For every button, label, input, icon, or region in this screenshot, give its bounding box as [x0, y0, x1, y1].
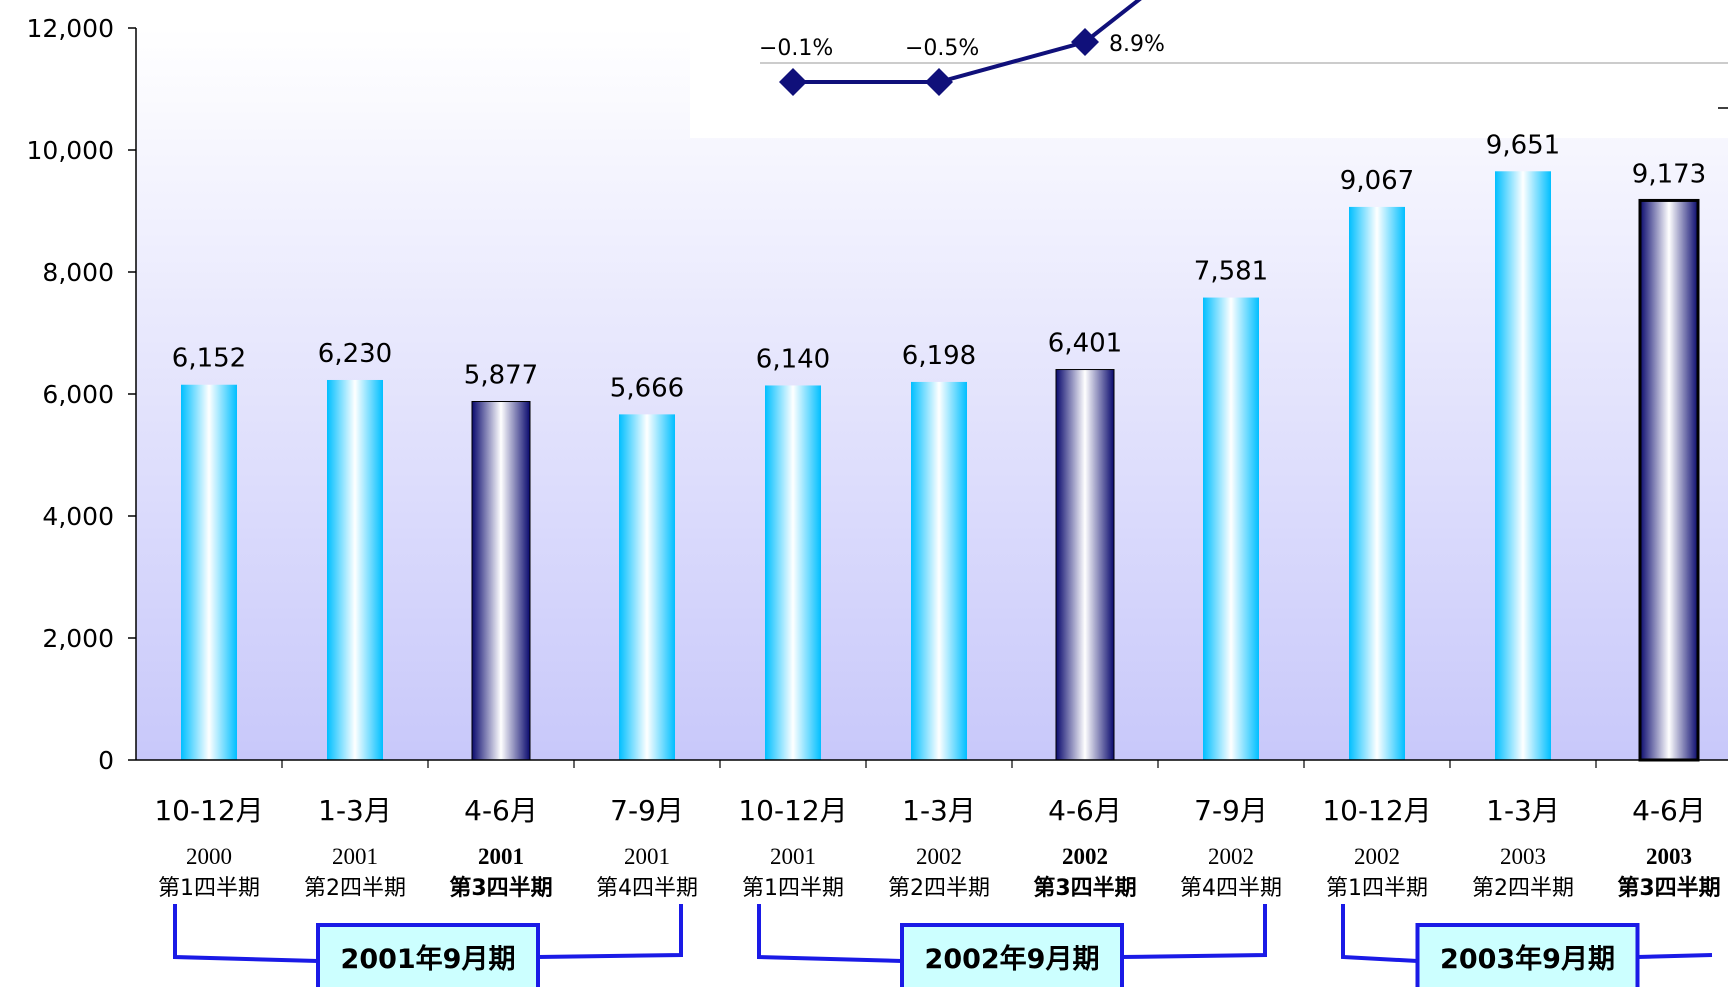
x-category-label: 10-12月	[154, 794, 263, 827]
y-tick-label: 8,000	[42, 258, 114, 287]
y-tick-label: 12,000	[27, 14, 114, 43]
y-tick-label: 2,000	[42, 624, 114, 653]
x-quarter-label: 第2四半期	[304, 876, 406, 901]
bar-value-label: 6,140	[756, 344, 830, 374]
bar	[1055, 369, 1115, 761]
bar	[1495, 171, 1551, 760]
x-year-label: 2001	[770, 844, 816, 869]
bar	[1349, 206, 1405, 761]
growth-value-label: −0.1%	[759, 36, 833, 61]
growth-value-label: −0.5%	[905, 36, 979, 61]
fiscal-period-brackets: 2001年9月期 2002年9月期 2003年9月期	[173, 904, 1713, 987]
bar-value-label: 9,067	[1340, 166, 1414, 196]
x-category-label: 10-12月	[1322, 794, 1431, 827]
y-tick-label: 10,000	[27, 136, 114, 165]
fiscal-bracket-line	[1341, 904, 1713, 963]
y-tick-label: 0	[98, 746, 114, 775]
x-quarter-label: 第1四半期	[158, 876, 260, 901]
fiscal-period-box	[900, 923, 1124, 987]
bar	[765, 385, 821, 760]
x-category-label: 7-9月	[610, 794, 684, 827]
fiscal-period-label: 2002年9月期	[925, 943, 1100, 975]
bar-value-label: 6,198	[902, 341, 976, 371]
growth-point	[925, 68, 953, 96]
x-category-label: 1-3月	[318, 794, 392, 827]
growth-point	[1071, 28, 1099, 56]
bar-value-label: 7,581	[1194, 257, 1268, 287]
bar-value-label: 6,152	[172, 344, 246, 374]
growth-line-group: −0.1% −0.5% 8.9%	[759, 0, 1728, 109]
x-category-label: 4-6月	[464, 794, 538, 827]
x-axis-categories: 10-12月 2000 第1四半期 1-3月 2001 第2四半期 4-6月 2001 第3四半…	[154, 794, 1720, 901]
bar-value-label: 6,230	[318, 339, 392, 369]
x-year-label: 2002	[916, 844, 962, 869]
x-category-label: 1-3月	[1486, 794, 1560, 827]
bars-group: 6,152 6,230 5,877 5,666 6,140 6,198 6,401 7,581…	[172, 130, 1706, 762]
x-category-label: 4-6月	[1632, 794, 1706, 827]
x-year-label: 2002	[1208, 844, 1254, 869]
bar-value-label: 5,877	[464, 361, 538, 391]
x-quarter-label: 第1四半期	[742, 876, 844, 901]
fiscal-bracket-line	[173, 904, 683, 963]
growth-point	[779, 68, 807, 96]
bar-value-label: 5,666	[610, 373, 684, 403]
y-tick-label: 4,000	[42, 502, 114, 531]
bar	[471, 401, 531, 761]
x-year-label: 2003	[1500, 844, 1546, 869]
bar	[1638, 198, 1700, 762]
bar	[911, 381, 967, 760]
x-category-label: 4-6月	[1048, 794, 1122, 827]
x-year-label: 2001	[624, 844, 670, 869]
x-year-label: 2002	[1354, 844, 1400, 869]
fiscal-bracket-line	[757, 904, 1267, 963]
x-quarter-label: 第3四半期	[1617, 875, 1720, 901]
x-category-label: 10-12月	[738, 794, 847, 827]
y-axis-ticks: 0 2,000 4,000 6,000 8,000 10,000 12,000	[27, 14, 1597, 775]
x-category-label: 1-3月	[902, 794, 976, 827]
bar	[1203, 297, 1259, 760]
bar-value-label: 6,401	[1048, 329, 1122, 359]
x-year-label: 2002	[1062, 844, 1108, 869]
fiscal-period-box	[316, 923, 540, 987]
x-quarter-label: 第4四半期	[1180, 876, 1282, 901]
x-quarter-label: 第3四半期	[449, 875, 552, 901]
x-quarter-label: 第2四半期	[1472, 876, 1574, 901]
x-quarter-label: 第4四半期	[596, 876, 698, 901]
x-quarter-label: 第1四半期	[1326, 876, 1428, 901]
fiscal-period-label: 2001年9月期	[341, 943, 516, 975]
x-year-label: 2000	[186, 844, 232, 869]
bar	[327, 379, 383, 760]
x-quarter-label: 第3四半期	[1033, 875, 1136, 901]
bar	[619, 414, 675, 760]
x-quarter-label: 第2四半期	[888, 876, 990, 901]
fiscal-period-box	[1415, 923, 1640, 987]
y-tick-label: 6,000	[42, 380, 114, 409]
bar-value-label: 9,651	[1486, 130, 1560, 160]
bar-value-label: 9,173	[1632, 159, 1706, 189]
bar	[181, 384, 237, 760]
x-category-label: 7-9月	[1194, 794, 1268, 827]
x-year-label: 2003	[1646, 844, 1692, 869]
growth-value-label: 8.9%	[1109, 32, 1165, 57]
fiscal-period-label: 2003年9月期	[1440, 943, 1615, 975]
inset-panel	[690, 0, 1728, 138]
x-year-label: 2001	[478, 844, 524, 869]
x-year-label: 2001	[332, 844, 378, 869]
